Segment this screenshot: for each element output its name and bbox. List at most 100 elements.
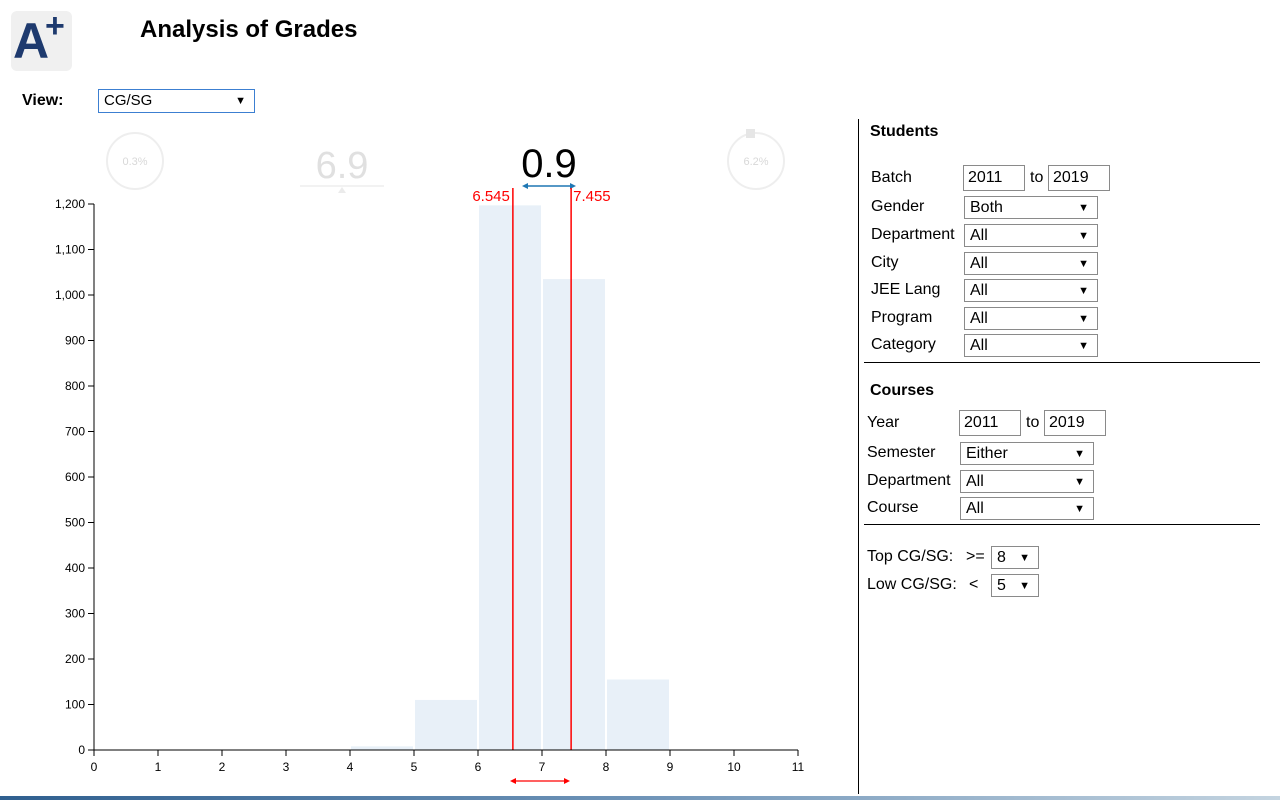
- course-select[interactable]: All ▼: [960, 497, 1094, 520]
- chevron-down-icon: ▼: [1078, 285, 1089, 297]
- city-select[interactable]: All ▼: [964, 252, 1098, 275]
- x-tick-label: 10: [727, 760, 741, 774]
- courses-divider: [864, 524, 1260, 525]
- program-label: Program: [871, 309, 933, 326]
- student-department-label: Department: [871, 226, 955, 243]
- semester-label: Semester: [867, 444, 936, 461]
- year-to-label: to: [1026, 414, 1040, 431]
- view-select[interactable]: CG/SG ▼: [98, 89, 255, 113]
- low-cgsg-select[interactable]: 5 ▼: [991, 574, 1039, 597]
- histogram-bar[interactable]: [543, 279, 605, 750]
- std-value: 0.9: [521, 142, 577, 186]
- y-tick-label: 300: [65, 607, 85, 621]
- range-marker-label: 7.455: [573, 188, 611, 205]
- chart-axes: 0 1 2 3 4 5 6 7 8 9 10 11 0 100 200 300 400 500 600 700 800 9…: [55, 197, 805, 774]
- batch-from-input[interactable]: 2011: [963, 165, 1025, 191]
- left-percent-text: 0.3%: [122, 156, 147, 168]
- course-department-select[interactable]: All ▼: [960, 470, 1094, 493]
- right-percent-text: 6.2%: [743, 156, 768, 168]
- chevron-down-icon: ▼: [1019, 552, 1030, 564]
- range-arrow-bottom[interactable]: [510, 778, 570, 784]
- category-select-value: All: [970, 337, 988, 354]
- y-tick-label: 700: [65, 425, 85, 439]
- x-tick-label: 7: [539, 760, 546, 774]
- mean-value: 6.9: [316, 145, 369, 187]
- batch-to-input[interactable]: 2019: [1048, 165, 1110, 191]
- low-cgsg-label: Low CG/SG:: [867, 576, 957, 593]
- batch-label: Batch: [871, 169, 912, 186]
- view-select-value: CG/SG: [104, 92, 153, 109]
- y-tick-label: 800: [65, 379, 85, 393]
- chevron-down-icon: ▼: [1074, 476, 1085, 488]
- range-arrow-left-icon: [510, 778, 516, 784]
- x-tick-label: 2: [219, 760, 226, 774]
- gender-select-value: Both: [970, 199, 1003, 216]
- x-tick-label: 11: [792, 760, 805, 774]
- low-cgsg-operator: <: [969, 576, 979, 593]
- low-cgsg-value: 5: [997, 577, 1006, 594]
- students-divider: [864, 362, 1260, 363]
- chevron-down-icon: ▼: [1074, 448, 1085, 460]
- bottom-bar: [0, 796, 1280, 800]
- right-gauge-marker: [746, 129, 755, 138]
- logo-plus: +: [45, 7, 65, 45]
- x-tick-label: 4: [347, 760, 354, 774]
- histogram-bars: [351, 205, 669, 751]
- students-section-title: Students: [870, 123, 939, 140]
- logo-letter: A: [13, 13, 49, 69]
- x-tick-label: 8: [603, 760, 610, 774]
- y-tick-label: 1,100: [55, 243, 85, 257]
- chevron-down-icon: ▼: [1078, 202, 1089, 214]
- gender-select[interactable]: Both ▼: [964, 196, 1098, 219]
- y-tick-label: 1,000: [55, 288, 85, 302]
- jee-lang-select-value: All: [970, 282, 988, 299]
- semester-select[interactable]: Either ▼: [960, 442, 1094, 465]
- year-from-input[interactable]: 2011: [959, 410, 1021, 436]
- top-cgsg-operator: >=: [966, 548, 985, 565]
- histogram-bar[interactable]: [607, 679, 669, 750]
- mean-pointer-icon: [338, 187, 346, 193]
- panel-divider: [858, 119, 859, 794]
- histogram-bar[interactable]: [479, 205, 541, 751]
- y-tick-label: 1,200: [55, 197, 85, 211]
- x-tick-label: 0: [91, 760, 98, 774]
- student-department-select[interactable]: All ▼: [964, 224, 1098, 247]
- top-cgsg-value: 8: [997, 549, 1006, 566]
- courses-section-title: Courses: [870, 382, 935, 399]
- x-tick-label: 6: [475, 760, 482, 774]
- category-label: Category: [871, 336, 936, 353]
- city-select-value: All: [970, 255, 988, 272]
- course-department-value: All: [966, 473, 984, 490]
- histogram-bar[interactable]: [351, 746, 413, 750]
- left-percent-gauge: 0.3%: [106, 132, 164, 190]
- student-department-value: All: [970, 227, 988, 244]
- y-tick-label: 600: [65, 470, 85, 484]
- program-select[interactable]: All ▼: [964, 307, 1098, 330]
- chevron-down-icon: ▼: [1078, 258, 1089, 270]
- course-department-label: Department: [867, 472, 951, 489]
- left-gauge-ring: [106, 132, 164, 190]
- top-cgsg-select[interactable]: 8 ▼: [991, 546, 1039, 569]
- jee-lang-select[interactable]: All ▼: [964, 279, 1098, 302]
- y-tick-label: 0: [78, 743, 85, 757]
- view-label: View:: [22, 92, 64, 109]
- jee-lang-label: JEE Lang: [871, 281, 941, 298]
- range-arrow-right-icon: [564, 778, 570, 784]
- mean-indicator: 6.9: [300, 145, 384, 193]
- right-percent-gauge: 6.2%: [727, 129, 785, 190]
- category-select[interactable]: All ▼: [964, 334, 1098, 357]
- histogram-chart: 0.3% 6.2% 6.9 0.9 6.545 7.455 0 1 2 3 4 5 6 7 8 9 1…: [55, 129, 805, 784]
- year-to-input[interactable]: 2019: [1044, 410, 1106, 436]
- x-tick-label: 1: [155, 760, 162, 774]
- std-arrow-right-icon: [570, 183, 576, 189]
- y-tick-label: 100: [65, 698, 85, 712]
- histogram-bar[interactable]: [415, 699, 477, 750]
- gender-label: Gender: [871, 198, 925, 215]
- y-tick-label: 500: [65, 516, 85, 530]
- year-label: Year: [867, 414, 900, 431]
- std-arrow-left-icon: [522, 183, 528, 189]
- chevron-down-icon: ▼: [235, 95, 246, 107]
- y-tick-label: 900: [65, 334, 85, 348]
- x-tick-label: 5: [411, 760, 418, 774]
- y-tick-label: 200: [65, 652, 85, 666]
